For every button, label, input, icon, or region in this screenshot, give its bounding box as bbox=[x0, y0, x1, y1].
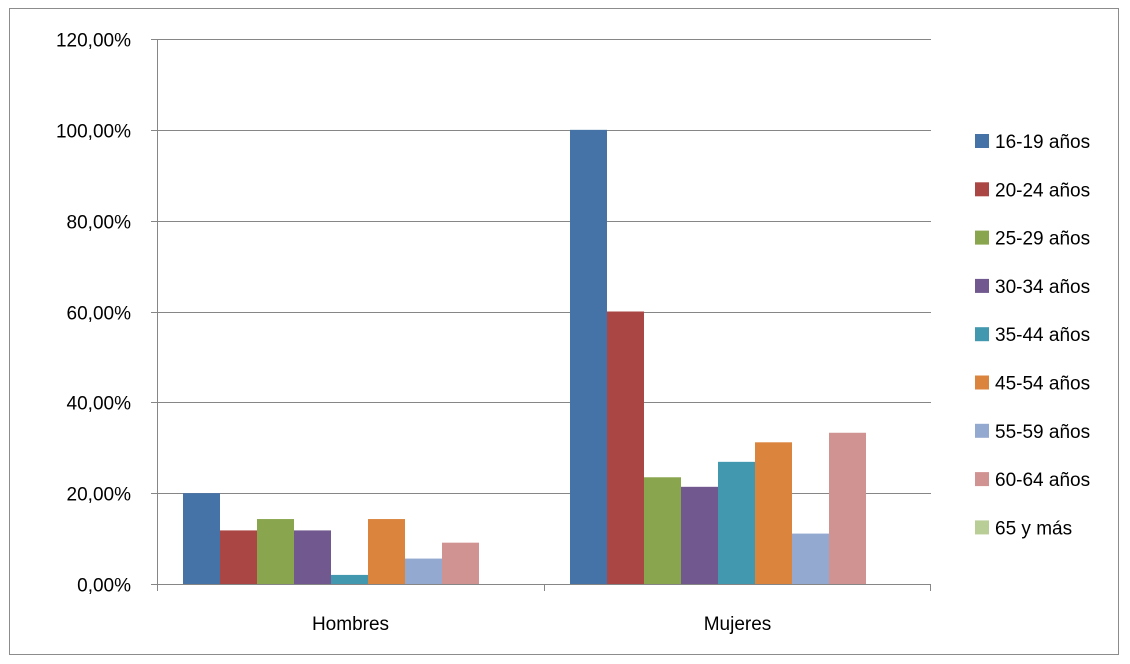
bar bbox=[257, 519, 294, 584]
bar bbox=[183, 493, 220, 584]
legend-label: 65 y más bbox=[995, 518, 1072, 539]
bar bbox=[294, 530, 331, 584]
legend: 16-19 años 20-24 años 25-29 años 30-34 años… bbox=[975, 132, 1090, 539]
y-tick-label: 20,00% bbox=[67, 485, 132, 506]
legend-swatch bbox=[975, 520, 989, 535]
legend-label: 35-44 años bbox=[995, 325, 1090, 346]
legend-swatch bbox=[975, 230, 989, 245]
legend-label: 45-54 años bbox=[995, 374, 1090, 395]
x-category-label: Hombres bbox=[312, 614, 389, 635]
x-category-label: Mujeres bbox=[704, 614, 772, 635]
bar bbox=[570, 129, 607, 585]
legend-label: 30-34 años bbox=[995, 277, 1090, 298]
bar bbox=[405, 558, 442, 584]
y-tick-label: 40,00% bbox=[67, 394, 132, 415]
axes bbox=[151, 39, 931, 591]
gridlines bbox=[157, 39, 931, 494]
legend-swatch bbox=[975, 134, 989, 148]
legend-swatch bbox=[975, 423, 989, 438]
bar bbox=[607, 311, 644, 584]
y-tick-label: 100,00% bbox=[56, 122, 131, 143]
bar bbox=[718, 461, 755, 584]
bar bbox=[331, 574, 368, 584]
legend-label: 55-59 años bbox=[995, 422, 1090, 443]
y-tick-label: 120,00% bbox=[56, 31, 131, 52]
legend-label: 20-24 años bbox=[995, 180, 1090, 201]
bar bbox=[644, 477, 681, 584]
x-axis-tick-labels: Hombres Mujeres bbox=[312, 614, 771, 635]
bar bbox=[368, 519, 405, 584]
y-tick-label: 60,00% bbox=[67, 304, 132, 325]
bar bbox=[792, 533, 829, 584]
legend-swatch bbox=[975, 327, 989, 342]
bar bbox=[220, 530, 257, 584]
y-tick-label: 80,00% bbox=[67, 213, 132, 234]
legend-label: 16-19 años bbox=[995, 132, 1090, 153]
bars bbox=[183, 129, 866, 585]
bar bbox=[681, 486, 718, 584]
bar bbox=[829, 432, 866, 584]
y-tick-label: 0,00% bbox=[77, 576, 131, 597]
legend-label: 60-64 años bbox=[995, 470, 1090, 491]
legend-swatch bbox=[975, 278, 989, 293]
bar bbox=[755, 442, 792, 584]
legend-swatch bbox=[975, 472, 989, 487]
y-axis-tick-labels: 0,00% 20,00% 40,00% 60,00% 80,00% 100,00% 120,… bbox=[56, 31, 131, 597]
legend-label: 25-29 años bbox=[995, 229, 1090, 250]
legend-swatch bbox=[975, 182, 989, 197]
bar bbox=[442, 542, 479, 584]
legend-swatch bbox=[975, 375, 989, 390]
